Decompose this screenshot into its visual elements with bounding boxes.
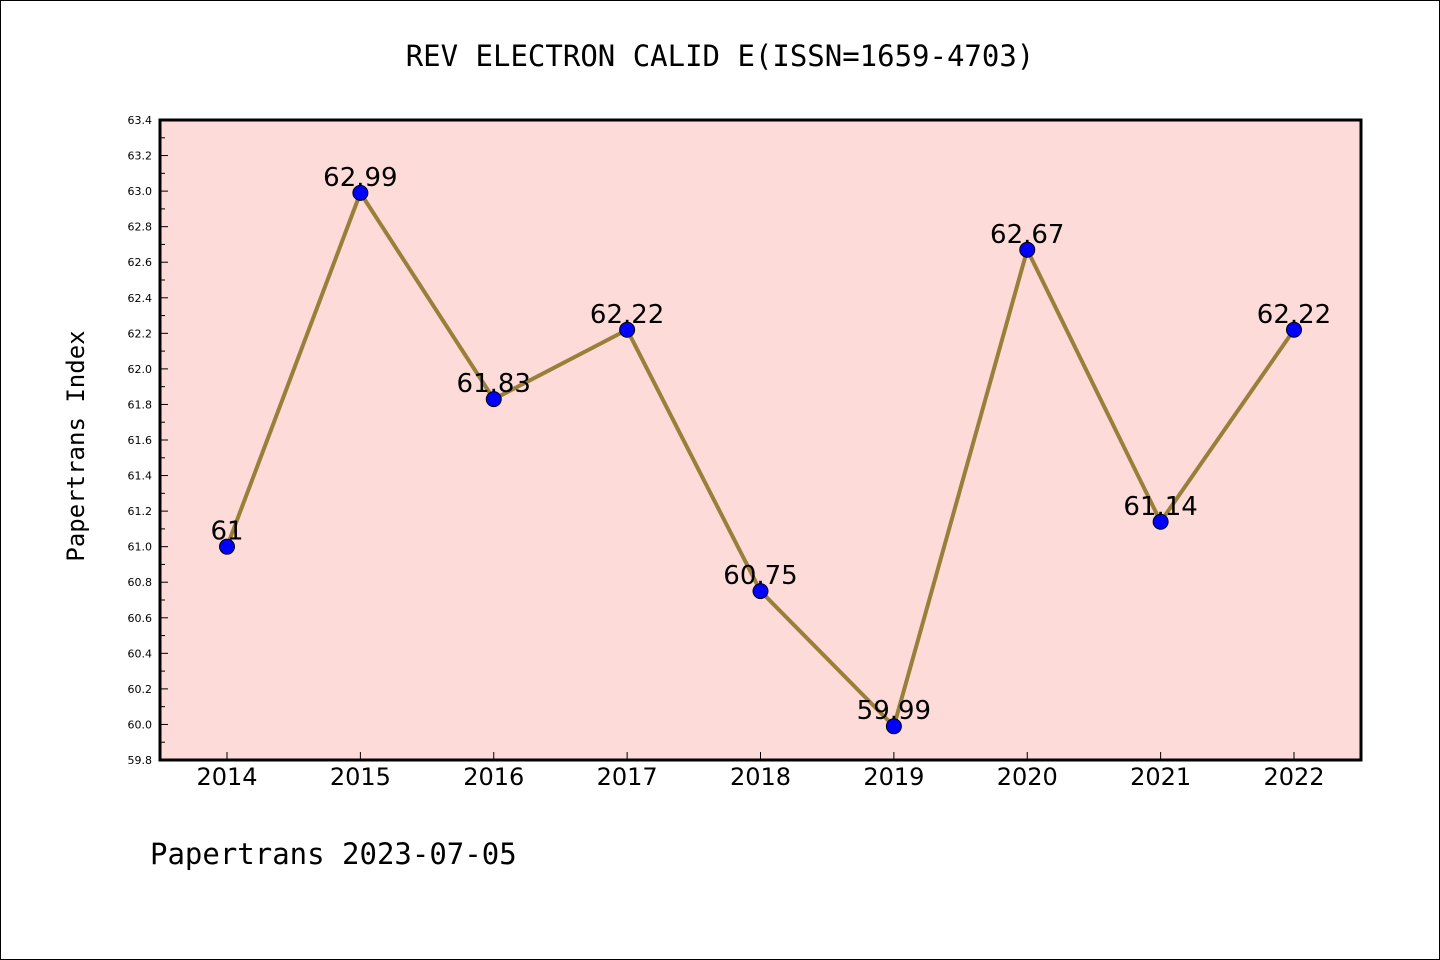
y-tick-label: 62.6 <box>128 256 153 269</box>
y-tick-label: 60.6 <box>128 612 153 625</box>
footer-text: Papertrans 2023-07-05 <box>150 837 517 871</box>
x-tick-label: 2020 <box>997 763 1058 791</box>
data-label: 61 <box>210 517 243 547</box>
x-tick-label: 2018 <box>730 763 791 791</box>
y-tick-label: 63.2 <box>128 150 153 163</box>
y-tick-label: 62.4 <box>128 292 153 305</box>
y-axis: 59.8 60.0 60.2 60.4 60.6 60.8 61.0 61.2 61.4 61.6… <box>128 114 168 767</box>
y-axis-label: Papertrans Index <box>62 330 90 561</box>
y-tick-label: 60.0 <box>128 718 153 731</box>
y-tick-label: 61.8 <box>128 398 153 411</box>
x-tick-label: 2014 <box>196 763 257 791</box>
data-point <box>1286 321 1302 338</box>
series-markers <box>219 184 1302 735</box>
data-label: 61.14 <box>1123 492 1197 522</box>
y-tick-label: 62.2 <box>128 327 153 340</box>
y-tick-label: 62.8 <box>128 221 153 234</box>
y-tick-label: 62.0 <box>128 363 153 376</box>
y-tick-label: 61.6 <box>128 434 153 447</box>
x-tick-label: 2016 <box>463 763 524 791</box>
y-tick-label: 63.4 <box>128 114 153 127</box>
y-tick-label: 63.0 <box>128 185 153 198</box>
y-tick-label: 60.2 <box>128 683 153 696</box>
data-labels: 61 62.99 61.83 62.22 60.75 59.99 62.67 61.14 62.… <box>210 163 1331 726</box>
x-tick-label: 2021 <box>1130 763 1191 791</box>
y-tick-label: 59.8 <box>128 754 153 767</box>
data-label: 59.99 <box>857 696 931 726</box>
data-label: 62.99 <box>323 163 397 193</box>
data-point <box>619 321 636 338</box>
y-tick-label: 60.8 <box>128 576 153 589</box>
data-point <box>1019 241 1036 258</box>
data-label: 60.75 <box>723 561 797 591</box>
x-tick-label: 2022 <box>1263 763 1324 791</box>
plot-area <box>158 118 1363 762</box>
x-axis: 2014 2015 2016 2017 2018 2019 2020 2021 2022 <box>196 752 1325 791</box>
data-label: 61.83 <box>457 369 531 399</box>
data-point <box>352 184 369 201</box>
data-point <box>485 391 502 408</box>
data-point <box>752 583 769 600</box>
y-tick-label: 61.4 <box>128 470 153 483</box>
y-tick-label: 61.0 <box>128 541 153 554</box>
x-tick-label: 2017 <box>597 763 658 791</box>
data-label: 62.22 <box>1257 300 1331 330</box>
x-tick-label: 2019 <box>863 763 924 791</box>
y-tick-label: 61.2 <box>128 505 153 518</box>
data-label: 62.67 <box>990 220 1064 250</box>
data-point <box>885 718 902 735</box>
data-point <box>1152 513 1169 530</box>
data-label: 62.22 <box>590 300 664 330</box>
data-point <box>219 538 235 555</box>
chart-title: REV ELECTRON CALID E(ISSN=1659-4703) <box>406 39 1035 73</box>
y-tick-label: 60.4 <box>128 647 153 660</box>
x-tick-label: 2015 <box>330 763 391 791</box>
